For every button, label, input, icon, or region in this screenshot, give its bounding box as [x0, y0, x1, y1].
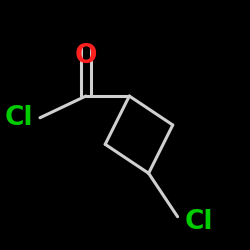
- Text: Cl: Cl: [185, 208, 213, 234]
- Text: O: O: [74, 43, 97, 69]
- Text: Cl: Cl: [4, 105, 33, 131]
